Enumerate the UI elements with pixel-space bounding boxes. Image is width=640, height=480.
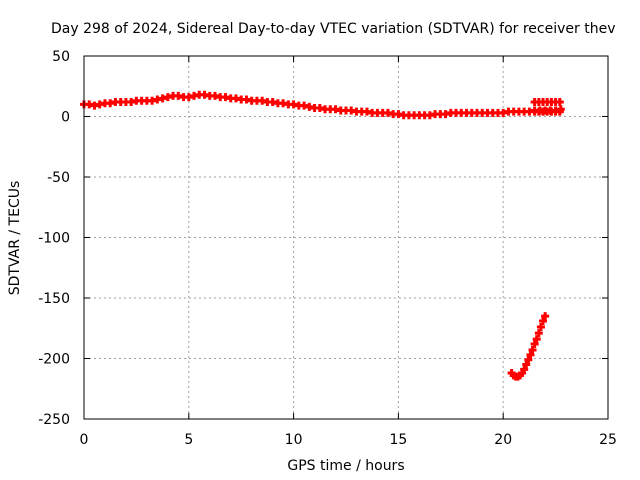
x-tick-label: 15 [389,432,407,448]
data-point [530,339,539,348]
data-point [520,365,529,374]
data-point [541,312,550,321]
data-point [528,346,537,355]
x-tick-label: 20 [494,432,512,448]
y-tick-label: -200 [38,352,70,368]
axes: 0 5 10 15 20 25 -250 -200 -150 -100 -50 0 50 [38,49,617,448]
y-tick-label: -150 [38,291,70,307]
y-tick-label: -250 [38,412,70,428]
data-point [526,350,535,359]
series-1 [507,312,550,381]
y-tick-label: -100 [38,231,70,247]
data-point [555,107,564,116]
plot-area [80,90,565,381]
series-0 [80,90,565,120]
data-point [555,97,564,106]
data-point [522,360,531,369]
data-point [539,316,548,325]
series-2 [530,97,564,116]
x-axis-label: GPS time / hours [287,458,404,474]
data-point [532,335,541,344]
x-tick-label: 0 [80,432,89,448]
data-point [534,329,543,338]
y-axis-label: SDTVAR / TECUs [7,181,23,296]
x-tick-label: 10 [285,432,303,448]
x-tick-label: 25 [599,432,617,448]
y-tick-label: -50 [47,170,70,186]
data-point [524,355,533,364]
y-tick-label: 0 [61,110,70,126]
x-tick-label: 5 [184,432,193,448]
y-tick-label: 50 [52,49,70,65]
chart-title: Day 298 of 2024, Sidereal Day-to-day VTE… [51,21,615,37]
data-point [536,323,545,332]
